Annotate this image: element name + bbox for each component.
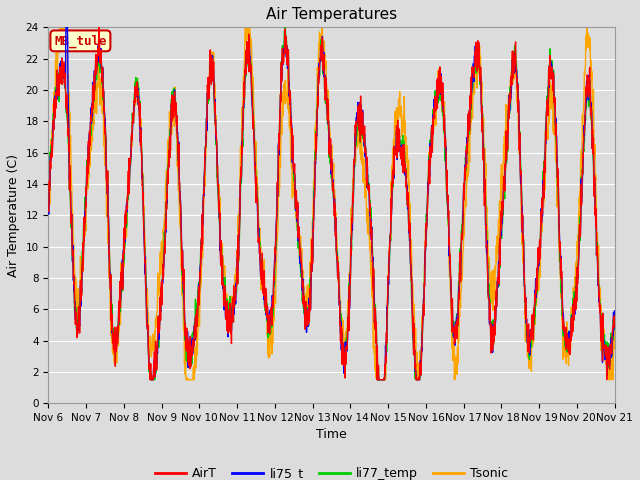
X-axis label: Time: Time [316,429,347,442]
Text: MB_tule: MB_tule [54,34,107,48]
Y-axis label: Air Temperature (C): Air Temperature (C) [7,154,20,277]
Title: Air Temperatures: Air Temperatures [266,7,397,22]
Legend: AirT, li75_t, li77_temp, Tsonic: AirT, li75_t, li77_temp, Tsonic [150,462,513,480]
